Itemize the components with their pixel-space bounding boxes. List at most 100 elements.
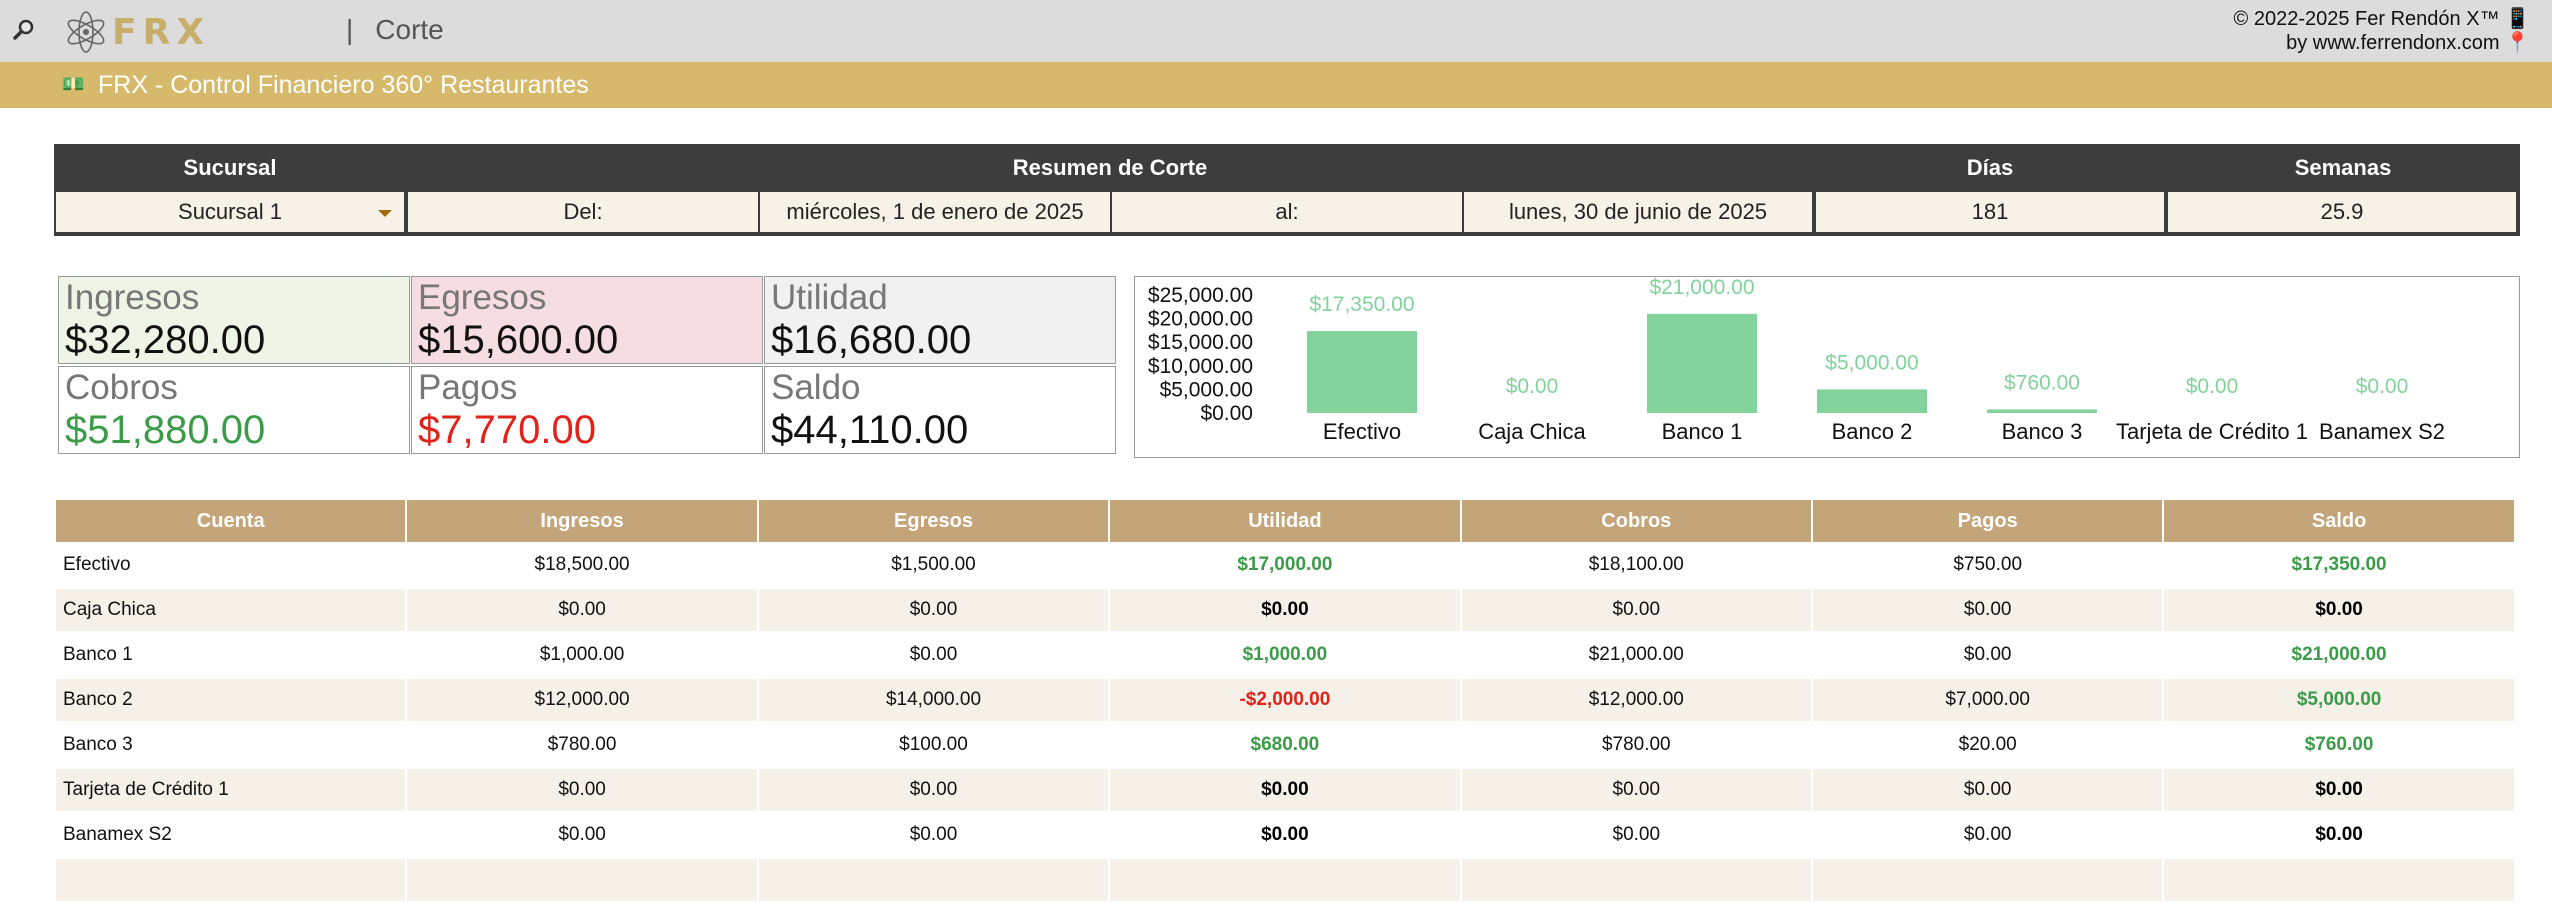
cell-cobros: $21,000.00	[1461, 634, 1811, 676]
kpi-value: $15,600.00	[418, 318, 619, 362]
kpi-label: Utilidad	[771, 278, 888, 317]
to-label: al:	[1112, 192, 1462, 232]
balance-chart: $25,000.00 $20,000.00 $15,000.00 $10,000.00…	[1134, 276, 2520, 458]
cell-ingresos: $780.00	[407, 724, 757, 766]
kpi-label: Egresos	[418, 278, 547, 317]
summary-header: Resumen de Corte	[1012, 155, 1208, 180]
cell-cuenta: Tarjeta de Crédito 1	[56, 769, 406, 811]
column-header-saldo[interactable]: Saldo	[2164, 500, 2514, 542]
title-separator: |	[346, 14, 354, 45]
column-header-cobros[interactable]: Cobros	[1461, 500, 1811, 542]
branch-select-value: Sucursal 1	[178, 199, 282, 224]
cell-ingresos: $0.00	[407, 814, 757, 856]
y-tick-label: $25,000.00	[1148, 284, 1253, 307]
cell-cuenta: Banco 2	[56, 679, 406, 721]
branch-header: Sucursal	[183, 155, 277, 180]
column-header-cuenta[interactable]: Cuenta	[56, 500, 406, 542]
magnifier-icon[interactable]	[12, 18, 36, 49]
kpi-label: Ingresos	[65, 278, 200, 317]
kpi-value: $44,110.00	[771, 408, 969, 452]
app-title: FRX - Control Financiero 360° Restaurant…	[98, 71, 589, 99]
column-header-egresos[interactable]: Egresos	[758, 500, 1109, 542]
y-tick-label: $5,000.00	[1160, 378, 1253, 401]
branch-select[interactable]: Sucursal 1	[56, 192, 404, 232]
cell-utilidad: $0.00	[1110, 589, 1460, 631]
cell-egresos: $0.00	[758, 589, 1109, 631]
cell-pagos: $7,000.00	[1813, 679, 2163, 721]
x-tick-label: Caja Chica	[1478, 419, 1586, 444]
cell-ingresos: $0.00	[407, 769, 757, 811]
logo-text: FRX	[112, 11, 211, 53]
bar-banco-1[interactable]	[1647, 313, 1757, 413]
kpi-saldo: Saldo $44,110.00	[764, 366, 1116, 454]
data-label: $17,350.00	[1309, 293, 1414, 316]
kpi-label: Cobros	[65, 368, 178, 407]
page-title-text: Corte	[375, 14, 444, 45]
bar-banco-2[interactable]	[1817, 389, 1927, 413]
from-label: Del:	[408, 192, 758, 232]
kpi-utilidad: Utilidad $16,680.00	[764, 276, 1116, 364]
cell-saldo: $17,350.00	[2164, 544, 2514, 586]
cell-pagos: $0.00	[1813, 769, 2163, 811]
copyright-line-1: © 2022-2025 Fer Rendón X™ 📱	[2233, 8, 2530, 30]
kpi-value: $16,680.00	[771, 318, 972, 362]
cell-pagos: $0.00	[1813, 589, 2163, 631]
cell-cobros: $0.00	[1461, 589, 1811, 631]
kpi-ingresos: Ingresos $32,280.00	[58, 276, 410, 364]
x-tick-label: Efectivo	[1323, 419, 1401, 444]
days-value: 181	[1816, 192, 2164, 232]
page-title: | Corte	[346, 14, 444, 46]
cell-utilidad: $1,000.00	[1110, 634, 1460, 676]
cell-pagos: $750.00	[1813, 544, 2163, 586]
x-tick-label: Banco 3	[2002, 419, 2083, 444]
cell-cuenta: Caja Chica	[56, 589, 406, 631]
x-tick-label: Banco 2	[1832, 419, 1913, 444]
bar-efectivo[interactable]	[1307, 331, 1417, 413]
from-date[interactable]: miércoles, 1 de enero de 2025	[760, 192, 1110, 232]
empty-cell	[1461, 859, 1811, 901]
to-date[interactable]: lunes, 30 de junio de 2025	[1464, 192, 1812, 232]
bar-banco-3[interactable]	[1987, 409, 2097, 413]
kpi-value: $32,280.00	[65, 318, 266, 362]
copyright: © 2022-2025 Fer Rendón X™ 📱 by www.ferre…	[2234, 7, 2530, 55]
weeks-header: Semanas	[2294, 155, 2392, 180]
cell-pagos: $0.00	[1813, 634, 2163, 676]
cell-cuenta: Banco 3	[56, 724, 406, 766]
y-tick-label: $15,000.00	[1148, 331, 1253, 354]
data-label: $5,000.00	[1825, 351, 1918, 374]
y-tick-label: $20,000.00	[1148, 308, 1253, 331]
x-tick-label: Tarjeta de Crédito 1	[2116, 419, 2308, 444]
data-label: $21,000.00	[1649, 277, 1754, 299]
cell-cobros: $12,000.00	[1461, 679, 1811, 721]
cell-saldo: $21,000.00	[2164, 634, 2514, 676]
column-header-pagos[interactable]: Pagos	[1813, 500, 2163, 542]
column-header-ingresos[interactable]: Ingresos	[407, 500, 757, 542]
cell-ingresos: $18,500.00	[407, 544, 757, 586]
cell-cobros: $0.00	[1461, 814, 1811, 856]
money-icon: 💵	[62, 74, 85, 94]
cell-egresos: $0.00	[758, 634, 1109, 676]
column-header-utilidad[interactable]: Utilidad	[1110, 500, 1460, 542]
summary-table: Sucursal Resumen de Corte Días Semanas S…	[54, 144, 2520, 236]
cell-cobros: $18,100.00	[1461, 544, 1811, 586]
frx-logo[interactable]: FRX	[66, 6, 210, 58]
empty-cell	[1110, 859, 1460, 901]
cell-cuenta: Banco 1	[56, 634, 406, 676]
kpi-pagos: Pagos $7,770.00	[411, 366, 763, 454]
cell-cuenta: Efectivo	[56, 544, 406, 586]
days-header: Días	[1966, 155, 2014, 180]
data-label: $0.00	[2356, 375, 2409, 398]
y-tick-label: $0.00	[1200, 402, 1253, 425]
kpi-egresos: Egresos $15,600.00	[411, 276, 763, 364]
data-label: $0.00	[1506, 375, 1559, 398]
cell-utilidad: -$2,000.00	[1110, 679, 1460, 721]
copyright-line-2[interactable]: by www.ferrendonx.com 📍	[2286, 32, 2530, 54]
cell-saldo: $0.00	[2164, 589, 2514, 631]
atom-logo-icon	[67, 11, 105, 53]
kpi-label: Saldo	[771, 368, 861, 407]
cell-cobros: $780.00	[1461, 724, 1811, 766]
cell-ingresos: $12,000.00	[407, 679, 757, 721]
kpi-value: $7,770.00	[418, 408, 596, 452]
data-label: $0.00	[2186, 375, 2239, 398]
cell-pagos: $0.00	[1813, 814, 2163, 856]
